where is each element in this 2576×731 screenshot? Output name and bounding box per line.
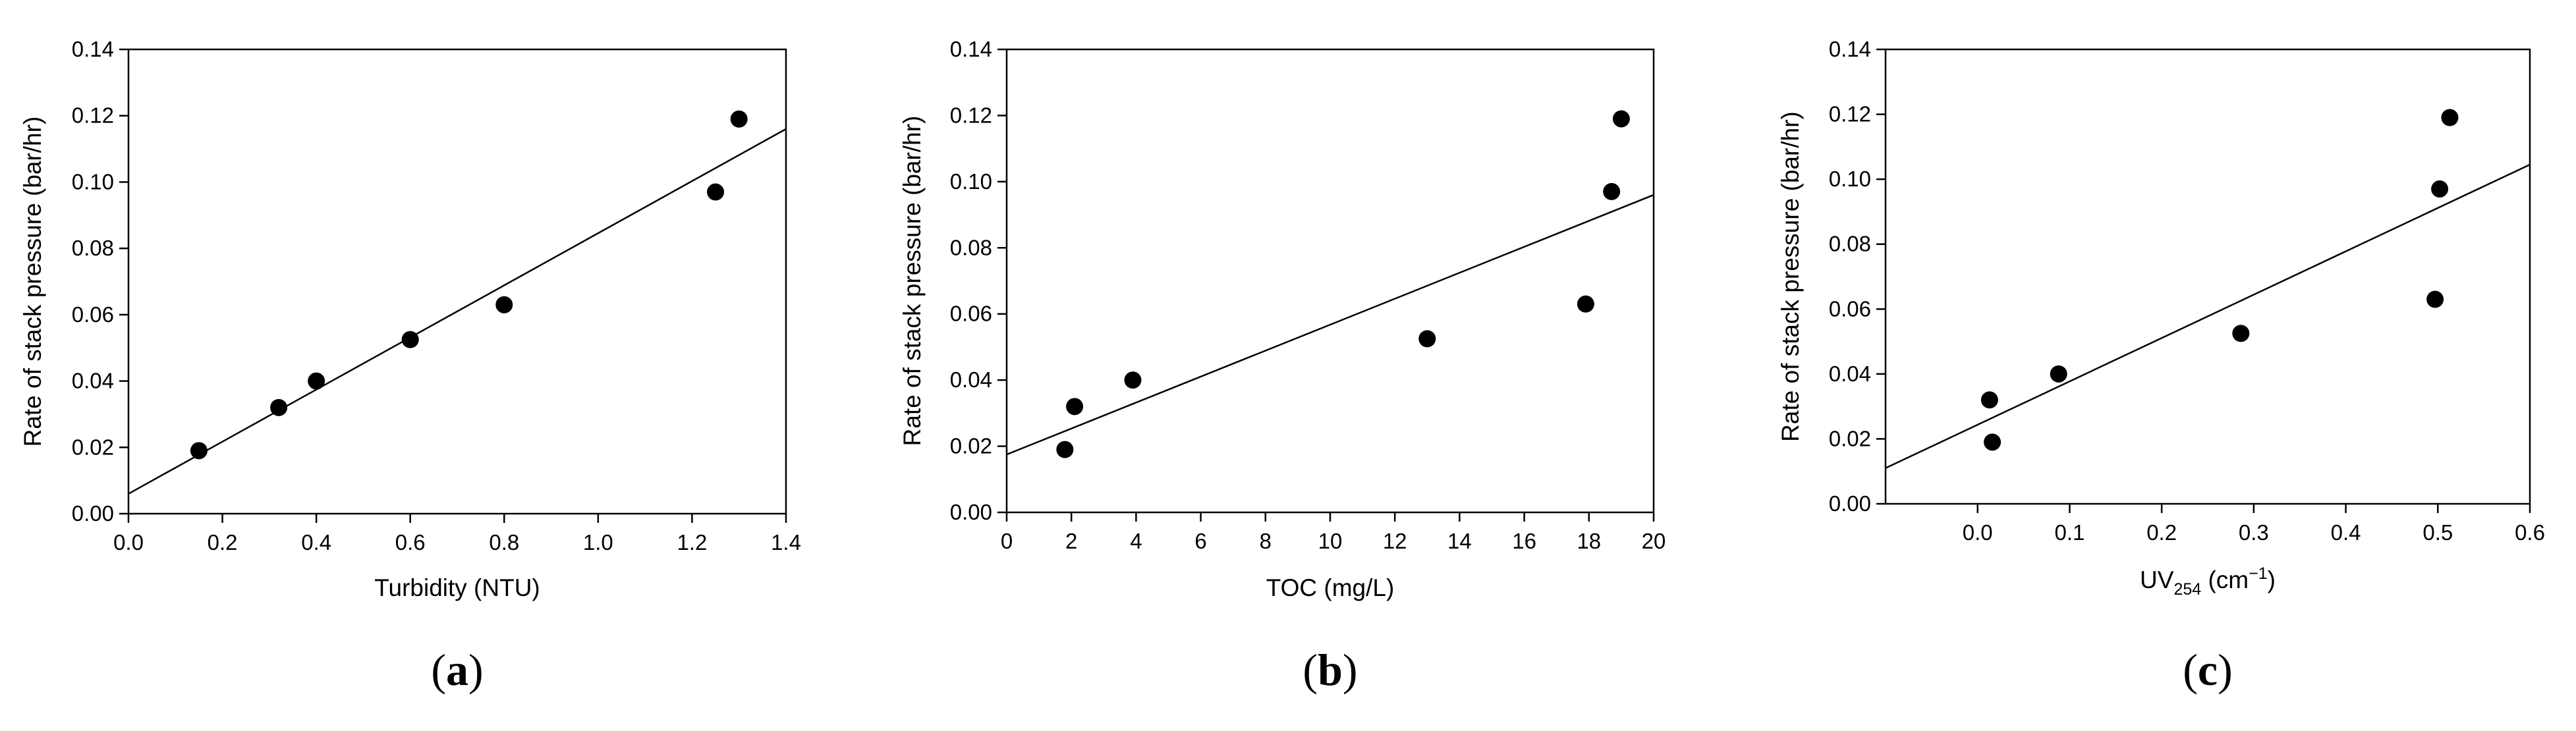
y-tick-label: 0.08 [72, 236, 114, 260]
y-tick-label: 0.10 [72, 169, 114, 194]
y-tick-label: 0.12 [950, 103, 992, 127]
data-point [1056, 441, 1074, 458]
chart-panel-b: 0.00 0.02 0.04 0.06 0.08 0.10 0.12 0.14 0 2 4 6 8 10 1… [899, 37, 1666, 695]
x-tick-label: 0.3 [2239, 520, 2269, 545]
y-tick-label: 0.10 [1829, 167, 1871, 191]
x-tick-label: 0.5 [2422, 520, 2453, 545]
panel-label: (a) [431, 645, 483, 695]
y-tick-label: 0.10 [950, 169, 992, 194]
regression-line [128, 128, 787, 495]
data-point [1603, 182, 1621, 200]
x-tick-label: 12 [1383, 529, 1407, 553]
panel-label: (b) [1302, 645, 1357, 695]
data-point [1980, 391, 1998, 409]
data-point [2232, 325, 2250, 342]
plot-frame [1884, 48, 2531, 505]
x-tick-label: 0.0 [1963, 520, 1993, 545]
y-tick-label: 0.02 [1829, 426, 1871, 450]
x-tick-label: 8 [1260, 529, 1272, 553]
chart-panel-c: 0.00 0.02 0.04 0.06 0.08 0.10 0.12 0.14 0.0 0.1 0.… [1777, 37, 2545, 695]
data-point [1577, 295, 1594, 313]
x-axis-title: Turbidity (NTU) [374, 574, 540, 601]
x-tick-label: 0.6 [2515, 520, 2545, 545]
x-tick-label: 0 [1001, 529, 1013, 553]
plot-frame [127, 48, 787, 515]
data-point [1066, 398, 1084, 416]
y-tick-label: 0.06 [950, 302, 992, 326]
chart-panel-a: 0.00 0.02 0.04 0.06 0.08 0.10 0.12 0.14 0.0 0.2 0.… [19, 37, 801, 695]
x-tick-label: 0.1 [2054, 520, 2085, 545]
y-axis-title: Rate of stack pressure (bar/hr) [19, 117, 46, 447]
x-axis-title: UV254 (cm−1) [2140, 564, 2276, 599]
x-tick-label: 20 [1642, 529, 1666, 553]
x-tick-label: 0.6 [395, 530, 426, 555]
y-tick-label: 0.04 [1829, 362, 1871, 386]
data-point [2441, 109, 2459, 126]
data-point [2050, 365, 2067, 383]
x-tick-label: 1.0 [583, 530, 613, 555]
data-point [730, 110, 748, 128]
x-tick-label: 4 [1130, 529, 1142, 553]
y-tick-label: 0.00 [950, 500, 992, 524]
y-tick-label: 0.00 [72, 501, 114, 526]
y-tick-label: 0.04 [72, 369, 114, 393]
data-point [270, 398, 288, 416]
regression-line [1885, 163, 2531, 469]
x-tick-label: 10 [1318, 529, 1343, 553]
x-tick-label: 6 [1194, 529, 1206, 553]
y-tick-label: 0.02 [72, 435, 114, 459]
x-axis-title: TOC (mg/L) [1266, 574, 1395, 601]
data-point [707, 183, 725, 201]
y-tick-label: 0.14 [72, 37, 114, 61]
data-point [1612, 110, 1630, 128]
x-tick-label: 0.4 [2331, 520, 2361, 545]
x-tick-label: 16 [1512, 529, 1536, 553]
x-tick-label: 0.2 [2146, 520, 2177, 545]
data-point [308, 372, 325, 390]
x-tick-label: 0.4 [301, 530, 331, 555]
y-tick-label: 0.00 [1829, 491, 1871, 516]
y-tick-label: 0.06 [1829, 296, 1871, 321]
y-tick-label: 0.04 [950, 367, 992, 392]
x-tick-label: 2 [1065, 529, 1077, 553]
y-tick-label: 0.12 [72, 103, 114, 128]
data-point [190, 442, 208, 460]
x-tick-label: 1.4 [771, 530, 801, 555]
data-point [2426, 290, 2444, 308]
y-tick-label: 0.14 [1829, 37, 1871, 61]
plot-frame [1005, 48, 1655, 514]
data-point [1124, 371, 1142, 389]
y-tick-label: 0.02 [950, 434, 992, 458]
data-point [2431, 180, 2449, 198]
data-point [1984, 433, 2002, 451]
y-axis-title: Rate of stack pressure (bar/hr) [899, 116, 926, 447]
data-point [495, 296, 513, 313]
x-tick-label: 0.2 [208, 530, 238, 555]
y-tick-label: 0.14 [950, 37, 992, 61]
x-tick-label: 14 [1447, 529, 1472, 553]
y-tick-label: 0.06 [72, 302, 114, 327]
y-tick-label: 0.08 [950, 235, 992, 259]
y-tick-label: 0.08 [1829, 232, 1871, 256]
x-tick-label: 18 [1577, 529, 1601, 553]
data-point [1418, 330, 1436, 348]
data-point [401, 331, 419, 348]
x-tick-label: 1.2 [677, 530, 707, 555]
y-axis-title: Rate of stack pressure (bar/hr) [1777, 111, 1804, 442]
regression-line [1006, 194, 1654, 456]
x-tick-label: 0.0 [113, 530, 144, 555]
x-tick-label: 0.8 [489, 530, 519, 555]
y-tick-label: 0.12 [1829, 102, 1871, 126]
panel-label: (c) [2183, 645, 2233, 695]
